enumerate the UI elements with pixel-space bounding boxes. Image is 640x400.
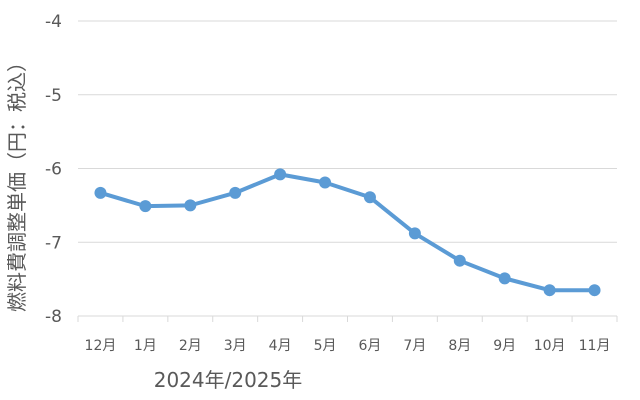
x-tick-label: 8月: [448, 338, 471, 354]
y-axis-label: 燃料費調整単価（円：税込）: [5, 52, 29, 312]
x-tick-label: 9月: [493, 338, 516, 354]
y-tick-labels: -4 -5 -6 -7 -8: [45, 12, 62, 327]
data-point: [229, 186, 242, 199]
data-point: [363, 191, 376, 204]
data-point: [319, 176, 332, 189]
x-tick-label: 11月: [579, 338, 611, 354]
x-tick-label: 10月: [534, 338, 566, 354]
data-point: [408, 227, 421, 240]
data-point: [453, 254, 466, 267]
x-tick-label: 12月: [85, 338, 117, 354]
y-tick-label: -5: [45, 86, 62, 106]
y-tick-label: -4: [45, 12, 62, 32]
x-tick-labels: 12月 1月 2月 3月 4月 5月 6月 7月 8月 9月 10月 11月: [85, 338, 611, 354]
x-tick-label: 7月: [403, 338, 426, 354]
data-point: [588, 284, 601, 297]
x-axis-title: 2024年/2025年: [154, 368, 303, 392]
data-point: [184, 199, 197, 212]
x-tick-label: 6月: [358, 338, 381, 354]
x-tick-label: 1月: [134, 338, 157, 354]
data-point: [94, 186, 107, 199]
series-line: [98, 172, 597, 293]
x-tick-label: 5月: [314, 338, 337, 354]
y-tick-label: -7: [45, 233, 62, 253]
series-group: [94, 168, 601, 297]
data-point: [139, 200, 152, 213]
data-point: [543, 284, 556, 297]
x-axis: [77, 315, 618, 322]
data-point: [274, 168, 287, 181]
grid-lines: [78, 20, 617, 243]
y-tick-label: -8: [45, 307, 62, 327]
x-tick-label: 3月: [224, 338, 247, 354]
x-tick-label: 4月: [269, 338, 292, 354]
data-point: [498, 272, 511, 285]
x-tick-label: 2月: [179, 338, 202, 354]
y-tick-label: -6: [45, 160, 62, 180]
